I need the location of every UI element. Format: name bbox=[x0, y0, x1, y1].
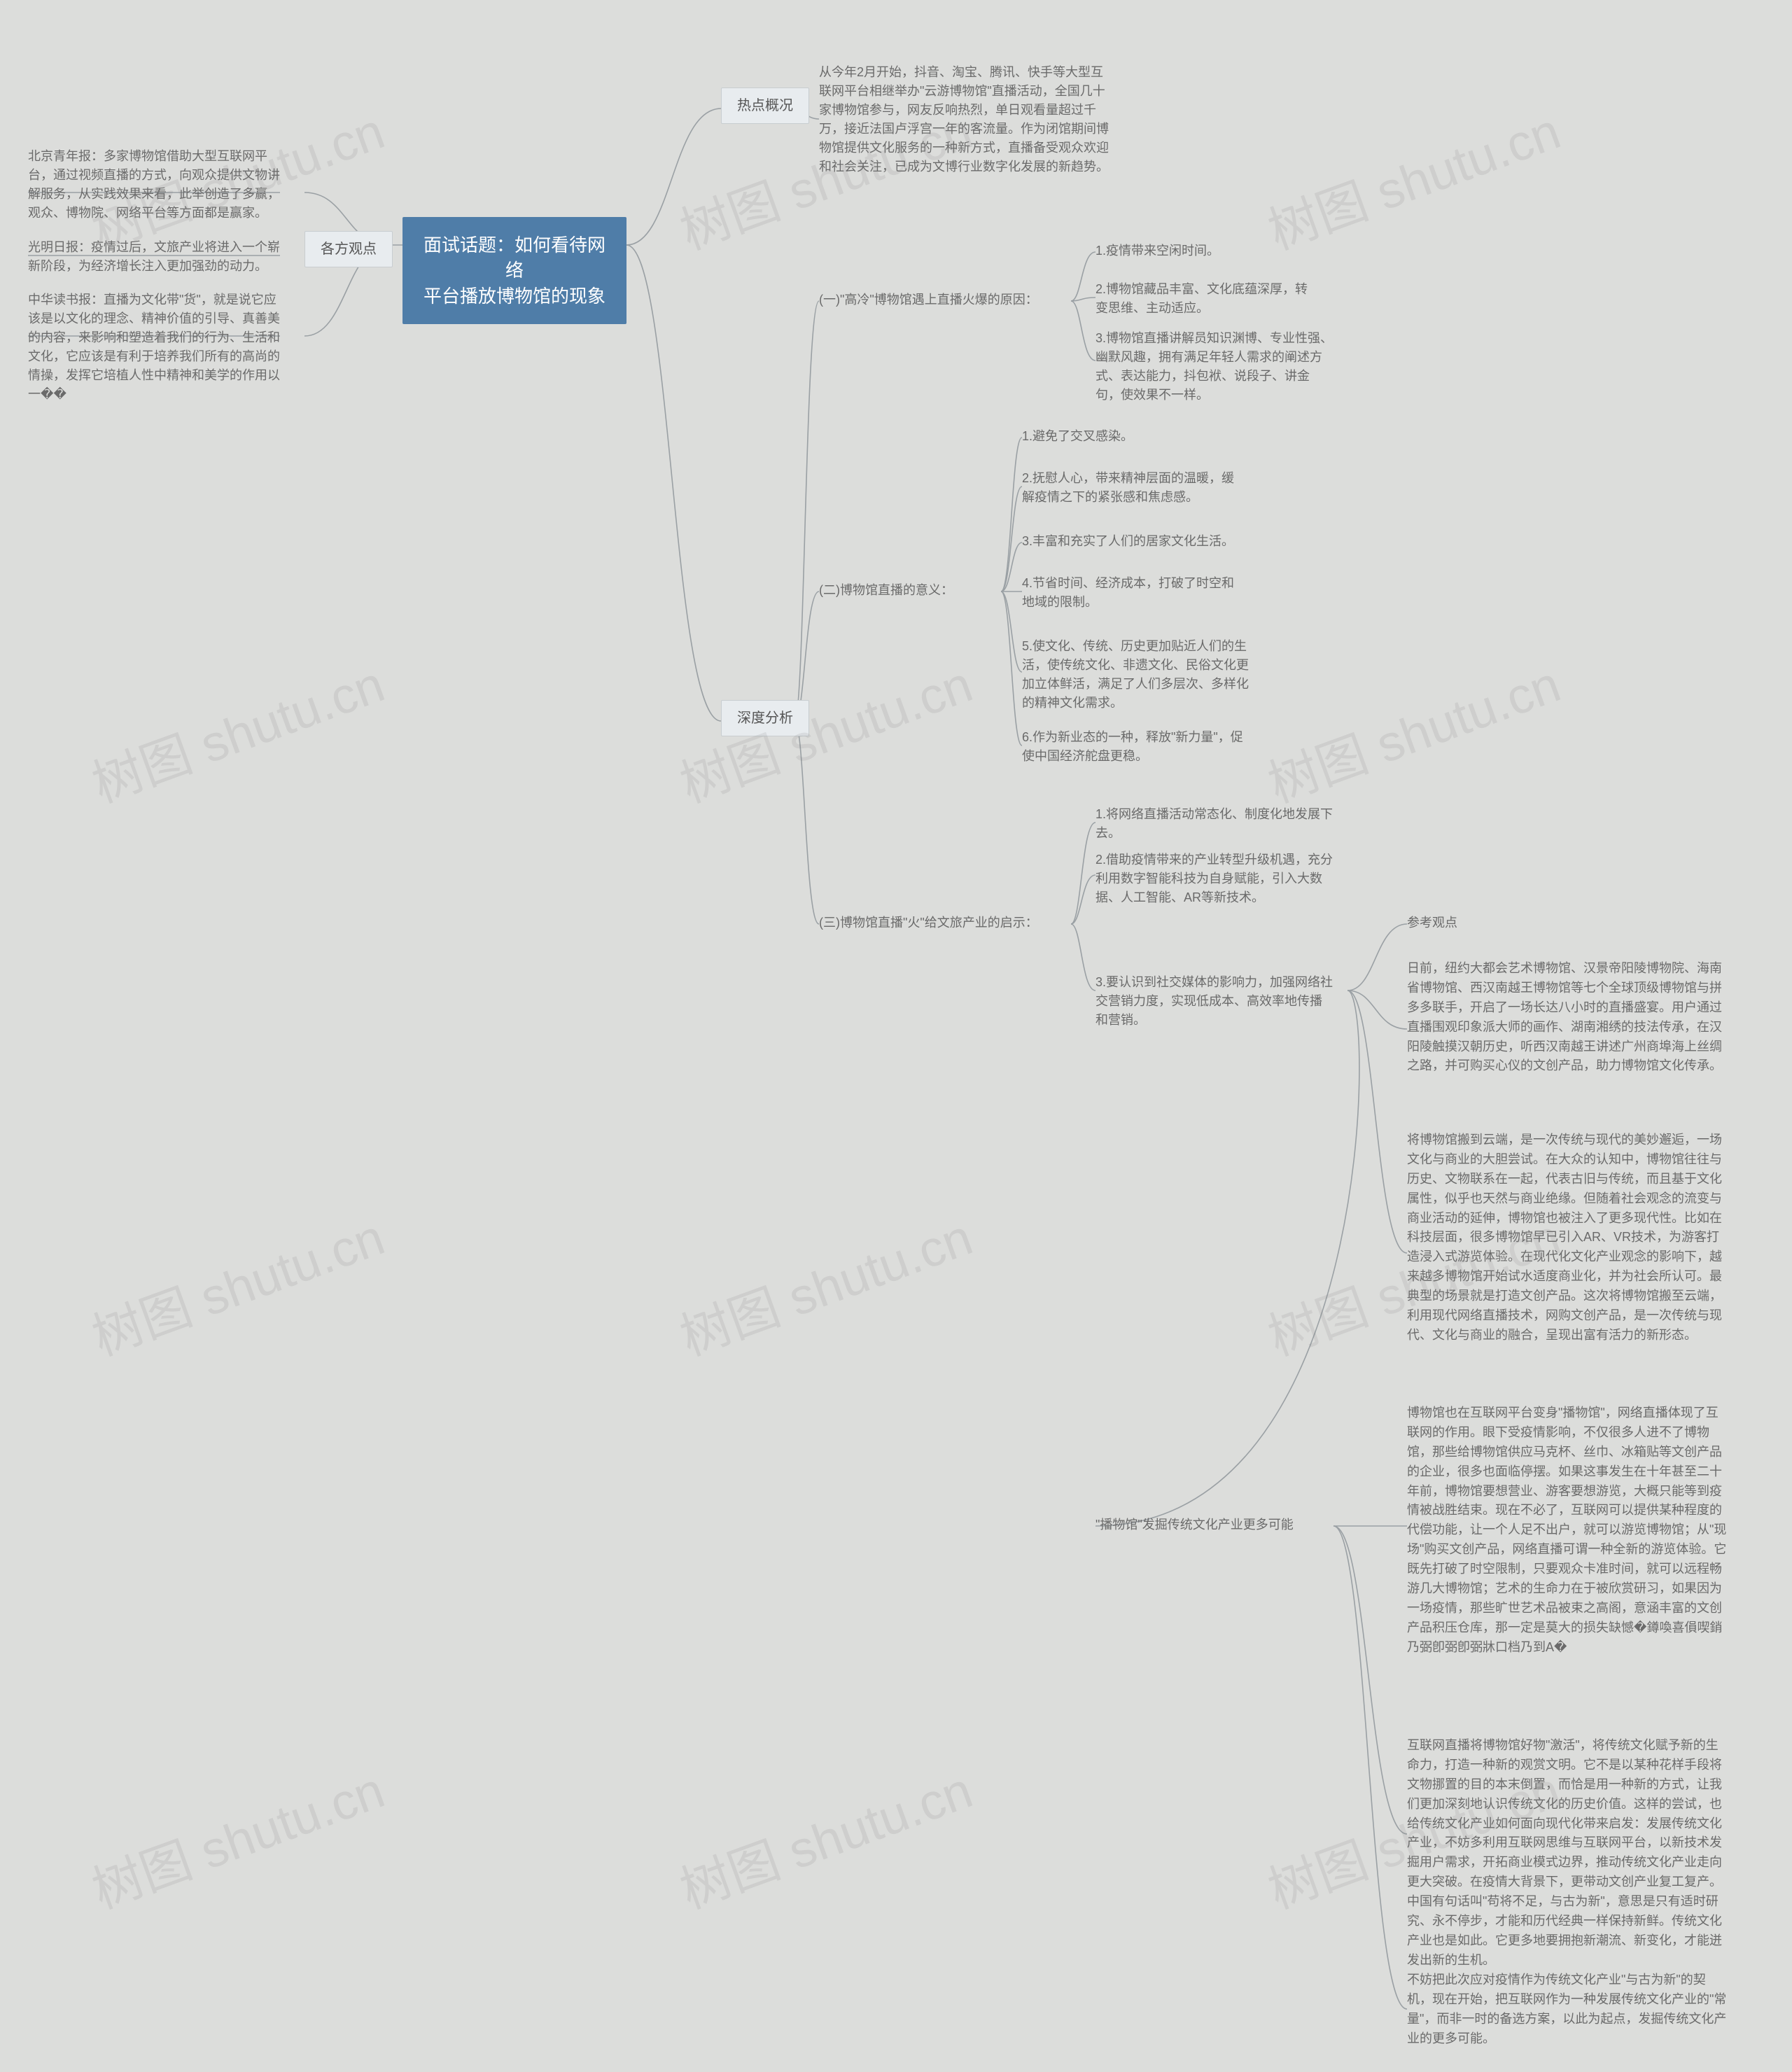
cat-deep: 深度分析 bbox=[721, 700, 809, 736]
deep-3-item-1: 2.借助疫情带来的产业转型升级机遇，充分利用数字智能科技为自身赋能，引入大数据、… bbox=[1096, 850, 1334, 907]
root-line1: 面试话题：如何看待网络 bbox=[424, 234, 606, 281]
ref-header: 参考观点 bbox=[1407, 913, 1457, 932]
cat-left-views: 各方观点 bbox=[304, 231, 393, 267]
deep-1-item-2: 3.博物馆直播讲解员知识渊博、专业性强、幽默风趣，拥有满足年轻人需求的阐述方式、… bbox=[1096, 329, 1334, 405]
deep-2-item-5: 6.作为新业态的一种，释放"新力量"，促使中国经济舵盘更稳。 bbox=[1022, 728, 1246, 766]
cat-left-label: 各方观点 bbox=[321, 241, 377, 257]
watermark: 树图 shutu.cn bbox=[1256, 643, 1569, 817]
cat-deep-label: 深度分析 bbox=[737, 710, 793, 726]
watermark: 树图 shutu.cn bbox=[668, 1196, 981, 1370]
hotspot-detail: 从今年2月开始，抖音、淘宝、腾讯、快手等大型互联网平台相继举办"云游博物馆"直播… bbox=[819, 63, 1113, 176]
left-item-0: 北京青年报：多家博物馆借助大型互联网平台，通过视频直播的方式，向观众提供文物讲解… bbox=[28, 147, 280, 223]
root-line2: 平台播放博物馆的现象 bbox=[424, 286, 606, 307]
deep-2-item-0: 1.避免了交叉感染。 bbox=[1022, 427, 1232, 446]
extra-0-detail: 博物馆也在互联网平台变身"播物馆"，网络直播体现了互联网的作用。眼下受疫情影响，… bbox=[1407, 1404, 1729, 1658]
cat-hotspot-label: 热点概况 bbox=[737, 98, 793, 113]
deep-2-item-3: 4.节省时间、经济成本，打破了时空和地域的限制。 bbox=[1022, 574, 1246, 612]
root-node: 面试话题：如何看待网络 平台播放博物馆的现象 bbox=[402, 217, 626, 324]
extra-2: 不妨把此次应对疫情作为传统文化产业"与古为新"的契机，现在开始，把互联网作为一种… bbox=[1407, 1970, 1729, 2049]
extra-0-label: "播物馆"发掘传统文化产业更多可能 bbox=[1096, 1516, 1334, 1534]
watermark: 树图 shutu.cn bbox=[80, 643, 393, 817]
deep-3-item-2: 3.要认识到社交媒体的影响力，加强网络社交营销力度，实现低成本、高效率地传播和营… bbox=[1096, 973, 1334, 1030]
deep-2-label: (二)博物馆直播的意义： bbox=[819, 581, 1001, 600]
watermark: 树图 shutu.cn bbox=[668, 1749, 981, 1923]
deep-3-item-0: 1.将网络直播活动常态化、制度化地发展下去。 bbox=[1096, 805, 1334, 843]
deep-3-label: (三)博物馆直播"火"给文旅产业的启示： bbox=[819, 913, 1071, 932]
deep-2-item-2: 3.丰富和充实了人们的居家文化生活。 bbox=[1022, 532, 1246, 551]
left-item-1: 光明日报：疫情过后，文旅产业将进入一个崭新阶段，为经济增长注入更加强劲的动力。 bbox=[28, 238, 280, 276]
ref-para-0: 日前，纽约大都会艺术博物馆、汉景帝阳陵博物院、海南省博物馆、西汉南越王博物馆等七… bbox=[1407, 959, 1729, 1076]
ref-para-1: 将博物馆搬到云端，是一次传统与现代的美妙邂逅，一场文化与商业的大胆尝试。在大众的… bbox=[1407, 1130, 1729, 1345]
left-item-2: 中华读书报：直播为文化带"货"，就是说它应该是以文化的理念、精神价值的引导、真善… bbox=[28, 290, 287, 404]
deep-2-item-4: 5.使文化、传统、历史更加贴近人们的生活，使传统文化、非遗文化、民俗文化更加立体… bbox=[1022, 637, 1260, 713]
deep-1-label: (一)"高冷"博物馆遇上直播火爆的原因： bbox=[819, 290, 1071, 309]
watermark: 树图 shutu.cn bbox=[80, 1196, 393, 1370]
deep-2-item-1: 2.抚慰人心，带来精神层面的温暖，缓解疫情之下的紧张感和焦虑感。 bbox=[1022, 469, 1246, 507]
cat-hotspot: 热点概况 bbox=[721, 88, 809, 124]
extra-1: 互联网直播将博物馆好物"激活"，将传统文化赋予新的生命力，打造一种新的观赏文明。… bbox=[1407, 1736, 1729, 1970]
deep-1-item-1: 2.博物馆藏品丰富、文化底蕴深厚，转变思维、主动适应。 bbox=[1096, 280, 1320, 318]
deep-1-item-0: 1.疫情带来空闲时间。 bbox=[1096, 241, 1306, 260]
watermark: 树图 shutu.cn bbox=[1256, 90, 1569, 264]
watermark: 树图 shutu.cn bbox=[80, 1749, 393, 1923]
watermark: 树图 shutu.cn bbox=[668, 643, 981, 817]
